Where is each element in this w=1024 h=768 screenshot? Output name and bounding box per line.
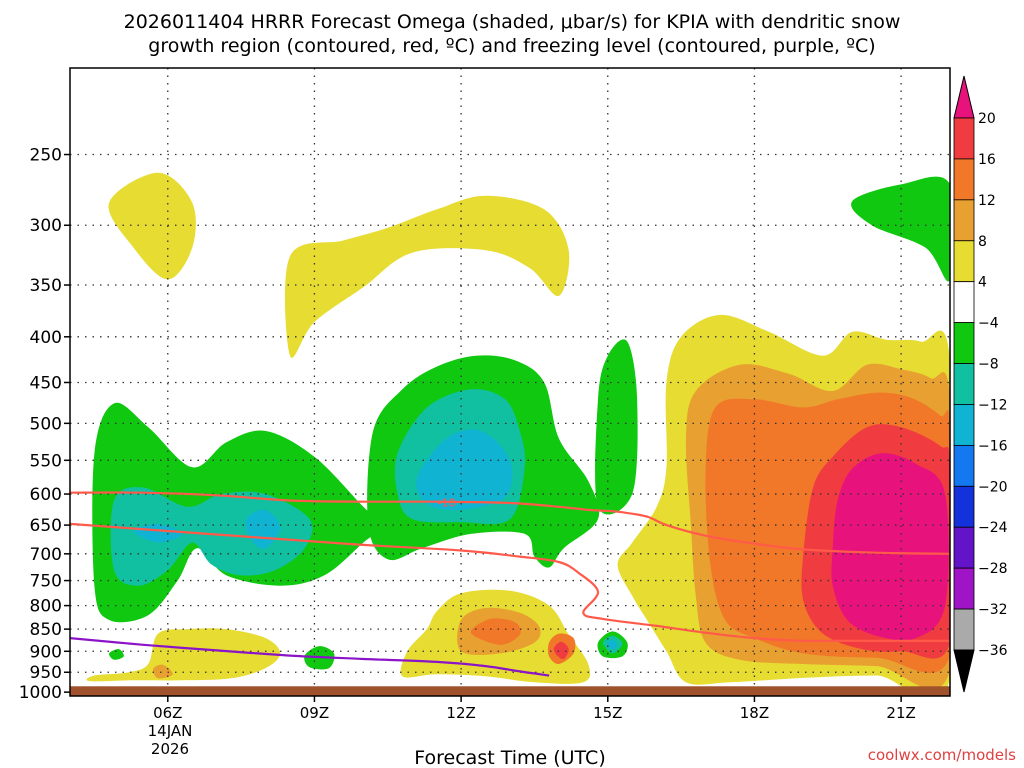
y-tick-label-300: 300 [30,216,62,236]
y-tick-label-1000: 1000 [19,683,62,703]
x-tick-label-09Z: 09Z [300,704,329,722]
x-axis-label: Forecast Time (UTC) [414,747,605,768]
y-tick-label-550: 550 [30,451,62,471]
colorbar-swatch-5 [953,322,975,364]
y-tick-label-750: 750 [30,572,62,592]
colorbar-swatch-3 [953,240,975,283]
colorbar-label-13: −36 [978,643,1008,659]
x-tick-label-12Z: 12Z [446,704,475,722]
omega-region-upper-yellow-arc [284,195,570,358]
colorbar-label-10: −24 [978,520,1008,536]
y-tick-label-800: 800 [30,597,62,617]
contour-lines: -18 [70,491,950,677]
date-label-year: 2026 [151,740,189,758]
omega-region-green-spike [595,339,638,515]
y-tick-label-850: 850 [30,620,62,640]
y-tick-label-700: 700 [30,545,62,565]
omega-region-red-spot [553,641,569,660]
x-tick-label-21Z: 21Z [886,704,915,722]
y-tick-label-450: 450 [30,373,62,393]
y-tick-label-250: 250 [30,146,62,166]
ground-surface [70,686,950,696]
chart-title-line-1: 2026011404 HRRR Forecast Omega (shaded, … [124,11,901,33]
colorbar-swatch-9 [953,485,975,528]
colorbar-label-2: 12 [978,193,996,209]
colorbar-label-4: 4 [978,275,987,291]
colorbar-label-1: 16 [978,152,996,168]
colorbar: 20 16 12 8 4 −4 −8 −12 −16 −20 −24 −28 −32 −36 [953,75,1008,693]
date-label-day: 14JAN [148,722,193,740]
colorbar-swatch-4 [953,281,975,324]
omega-region-cyan-blob-center [416,429,513,511]
y-tick-label-350: 350 [30,276,62,296]
credit-link[interactable]: coolwx.com/models [868,746,1016,764]
colorbar-label-9: −20 [978,479,1008,495]
contour-label-dgz-top-minus-18: -18 [438,497,456,510]
colorbar-swatch-10 [953,526,975,569]
colorbar-swatch-7 [953,404,975,446]
x-tick-label-06Z: 06Z [153,704,182,722]
y-tick-label-400: 400 [30,328,62,348]
omega-region-magenta-right [831,453,949,641]
x-tick-label-15Z: 15Z [593,704,622,722]
colorbar-swatch-11 [953,567,975,610]
contour-dgz-bottom-minus-12 [70,522,950,643]
colorbar-label-0: 20 [978,111,996,127]
colorbar-label-8: −16 [978,438,1008,454]
contour-dgz-top-minus-18 [70,491,950,555]
omega-region-cyan-spot-3 [607,639,618,650]
plot-area [86,172,950,696]
colorbar-swatch-12 [953,608,975,651]
colorbar-swatch-0 [953,117,975,160]
chart-title-line-2: growth region (contoured, red, ºC) and f… [148,35,875,57]
colorbar-label-11: −28 [978,561,1008,577]
contour-freezing-level-0 [70,637,550,677]
colorbar-swatch-6 [953,363,975,405]
colorbar-bottom-arrow [953,649,975,693]
y-tick-label-650: 650 [30,516,62,536]
colorbar-swatch-1 [953,158,975,201]
y-axis: 2503003504004505005506006507007508008509… [19,146,70,703]
y-tick-label-950: 950 [30,663,62,683]
colorbar-top-arrow [953,75,975,119]
colorbar-label-6: −8 [978,357,999,373]
x-axis: 06Z 09Z 12Z 15Z 18Z 21Z [153,696,916,722]
colorbar-swatch-2 [953,199,975,242]
colorbar-label-12: −32 [978,602,1008,618]
y-tick-label-500: 500 [30,414,62,434]
colorbar-swatch-8 [953,444,975,487]
omega-region-upper-yellow-left [108,172,196,280]
omega-region-upper-green-right [851,176,950,282]
y-tick-label-900: 900 [30,642,62,662]
omega-region-green-spot-1 [108,649,124,660]
x-tick-label-18Z: 18Z [740,704,769,722]
colorbar-label-3: 8 [978,234,987,250]
omega-region-yellow-low-left [86,628,281,682]
omega-region-orange-dark-low-center [470,618,521,645]
y-tick-label-600: 600 [30,485,62,505]
colorbar-label-7: −12 [978,397,1008,413]
colorbar-label-5: −4 [978,316,999,332]
